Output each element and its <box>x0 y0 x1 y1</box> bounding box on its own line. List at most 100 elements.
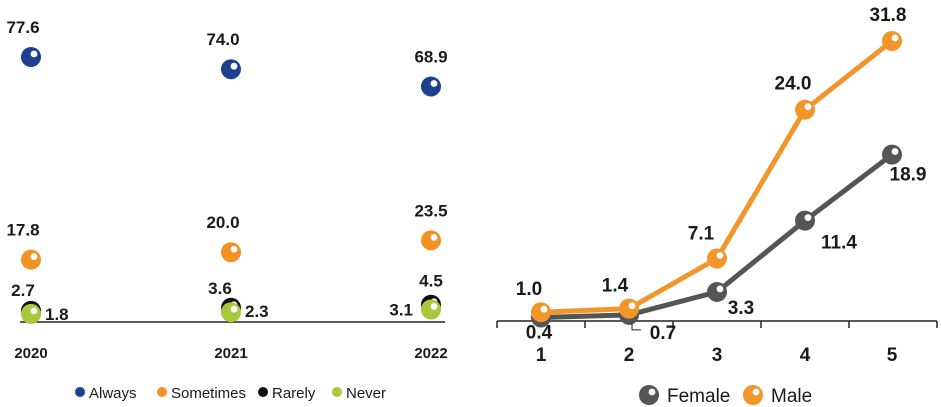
right-label-male-4: 24.0 <box>775 74 812 95</box>
left-label-always-2022: 68.9 <box>414 47 447 66</box>
left-dot-always-2020-body <box>21 47 41 67</box>
legend-marker-male-highlight <box>752 388 760 396</box>
right-label-male-3: 7.1 <box>688 223 715 244</box>
left-dot-always-2022-highlight <box>430 80 438 87</box>
left-tick-label-2020: 2020 <box>14 345 47 362</box>
legend-label-never: Never <box>346 385 386 402</box>
left-dot-never-2021-highlight <box>230 305 238 313</box>
left-label-never-2020: 1.8 <box>45 305 69 324</box>
legend-marker-female <box>639 385 659 405</box>
left-dot-sometimes-2022-highlight <box>430 233 438 241</box>
legend-marker-male-body <box>743 385 763 405</box>
left-label-never-2022: 3.1 <box>389 300 413 319</box>
right-point-female-4-highlight <box>804 214 812 222</box>
legend-label-rarely: Rarely <box>272 385 316 402</box>
legend-marker-sometimes <box>157 387 167 397</box>
legend-marker-never <box>332 387 342 397</box>
legend-marker-female-highlight <box>648 388 656 396</box>
left-label-never-2021: 2.3 <box>245 302 269 321</box>
right-tick-label-3: 3 <box>712 345 723 366</box>
legend-label-female: Female <box>667 386 730 407</box>
left-dot-never-2021 <box>221 302 241 323</box>
left-label-rarely-2020: 2.7 <box>11 281 35 300</box>
left-dot-always-2021-body <box>221 59 241 80</box>
right-point-male-5 <box>882 31 902 51</box>
left-label-rarely-2022: 4.5 <box>419 272 443 291</box>
left-dot-always-2022-body <box>421 76 441 97</box>
left-label-sometimes-2020: 17.8 <box>6 221 39 240</box>
left-tick-label-2022: 2022 <box>414 345 447 362</box>
left-dot-never-2021-body <box>221 302 241 323</box>
right-label-male-1: 1.0 <box>516 279 542 300</box>
left-dot-sometimes-2022-body <box>421 230 441 251</box>
right-point-female-5-body <box>882 144 902 165</box>
right-label-male-5: 31.8 <box>870 5 907 26</box>
legend-label-sometimes: Sometimes <box>171 385 246 402</box>
left-dot-always-2021 <box>221 59 241 80</box>
right-label-female-3: 3.3 <box>728 298 754 319</box>
legend-marker-rarely <box>258 387 268 397</box>
right-leader-female-2 <box>631 322 641 331</box>
right-tick-label-2: 2 <box>624 345 635 366</box>
left-dot-sometimes-2021 <box>221 242 241 263</box>
legend-label-male: Male <box>771 386 812 407</box>
left-dot-never-2020 <box>21 303 41 324</box>
left-label-rarely-2021: 3.6 <box>208 279 232 298</box>
right-tick-label-5: 5 <box>887 345 898 366</box>
left-dot-sometimes-2020 <box>21 249 41 270</box>
right-point-male-4 <box>795 99 815 120</box>
right-point-male-1-highlight <box>540 305 548 313</box>
left-label-always-2021: 74.0 <box>206 30 239 49</box>
right-point-female-3-highlight <box>716 285 724 293</box>
left-dot-never-2022-highlight <box>430 303 438 310</box>
left-dot-sometimes-2020-highlight <box>30 253 38 261</box>
right-point-male-2-body <box>619 298 639 319</box>
right-label-female-5: 18.9 <box>890 165 927 186</box>
right-point-female-4 <box>795 210 815 231</box>
right-tick-label-4: 4 <box>800 345 811 366</box>
right-point-male-4-highlight <box>804 103 812 111</box>
right-label-female-1: 0.4 <box>526 322 553 343</box>
legend-marker-male <box>743 385 763 405</box>
right-point-male-3-body <box>707 248 727 269</box>
left-dot-sometimes-2022 <box>421 230 441 251</box>
right-label-female-4: 11.4 <box>821 233 857 254</box>
left-label-always-2020: 77.6 <box>6 18 39 37</box>
left-dot-always-2020 <box>21 47 41 67</box>
right-point-female-5 <box>882 144 902 165</box>
right-tick-label-1: 1 <box>536 345 547 366</box>
left-dot-always-2020-highlight <box>30 50 38 58</box>
left-dot-never-2022 <box>421 299 441 320</box>
left-label-sometimes-2022: 23.5 <box>414 201 447 220</box>
legend-marker-female-body <box>639 385 659 405</box>
left-dot-never-2020-highlight <box>30 307 38 315</box>
right-point-female-3-body <box>707 281 727 302</box>
left-dot-sometimes-2021-body <box>221 242 241 263</box>
left-dot-sometimes-2021-highlight <box>230 245 238 253</box>
right-point-female-3 <box>707 281 727 302</box>
right-line-male <box>540 39 894 315</box>
right-point-male-3-highlight <box>716 252 724 259</box>
right-point-male-2 <box>619 298 639 319</box>
legend-marker-always <box>75 387 85 397</box>
right-point-male-3 <box>707 248 727 269</box>
left-dot-never-2020-body <box>21 303 41 324</box>
left-dot-always-2021-highlight <box>230 62 238 70</box>
legend-label-always: Always <box>89 385 137 402</box>
left-dot-never-2022-body <box>421 299 441 320</box>
right-point-male-5-highlight <box>891 34 899 42</box>
right-point-male-2-highlight <box>628 302 636 310</box>
right-point-female-4-body <box>795 210 815 231</box>
right-label-male-2: 1.4 <box>602 276 629 297</box>
right-point-male-4-body <box>795 99 815 120</box>
left-label-sometimes-2021: 20.0 <box>206 213 239 232</box>
right-point-male-1 <box>531 302 551 323</box>
right-point-female-5-highlight <box>891 148 899 155</box>
left-tick-label-2021: 2021 <box>214 345 247 362</box>
right-point-male-1-body <box>531 302 551 323</box>
right-label-female-2: 0.7 <box>650 323 676 344</box>
left-dot-sometimes-2020-body <box>21 249 41 270</box>
left-dot-always-2022 <box>421 76 441 97</box>
